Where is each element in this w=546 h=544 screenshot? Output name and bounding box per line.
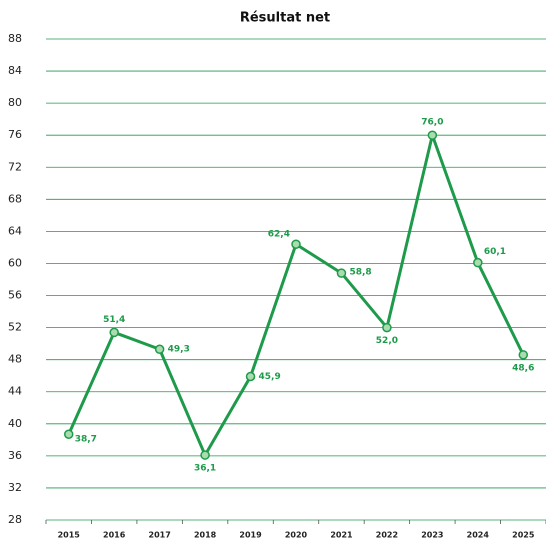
x-tick-label: 2018 <box>194 531 217 540</box>
line <box>67 133 525 457</box>
data-label: 38,7 <box>75 435 97 445</box>
x-tick-label: 2017 <box>149 531 171 540</box>
y-tick-label: 60 <box>8 256 22 269</box>
data-label: 36,1 <box>194 464 216 474</box>
data-label: 58,8 <box>349 268 371 278</box>
x-tick-label: 2016 <box>103 531 126 540</box>
marker <box>109 327 119 338</box>
data-label: 60,1 <box>484 247 506 257</box>
data-label: 49,3 <box>168 345 190 355</box>
marker <box>473 257 483 268</box>
y-tick-label: 80 <box>8 96 22 109</box>
x-tick-label: 2025 <box>512 531 535 540</box>
marker <box>382 322 392 333</box>
y-tick-label: 72 <box>8 160 22 173</box>
marker <box>245 371 256 382</box>
x-tick-label: 2015 <box>58 531 81 540</box>
y-tick-label: 28 <box>8 513 22 526</box>
x-tick-label: 2020 <box>285 531 308 540</box>
y-tick-label: 64 <box>8 224 22 237</box>
y-tick-label: 32 <box>8 481 22 494</box>
chart-title: Résultat net <box>240 11 330 26</box>
data-label: 45,9 <box>259 372 281 382</box>
marker <box>154 344 165 354</box>
y-tick-label: 44 <box>8 385 22 398</box>
marker <box>200 450 210 460</box>
data-label: 52,0 <box>376 336 398 346</box>
data-label: 48,6 <box>512 363 534 373</box>
marker <box>63 429 74 439</box>
y-tick-label: 52 <box>8 321 22 334</box>
y-tick-label: 68 <box>8 192 22 205</box>
marker <box>518 350 529 360</box>
y-tick-label: 76 <box>8 128 22 141</box>
data-label: 76,0 <box>421 118 443 128</box>
marker <box>427 130 438 140</box>
marker <box>291 239 301 249</box>
y-tick-label: 48 <box>8 353 22 366</box>
x-tick-label: 2021 <box>330 531 353 540</box>
data-label: 51,4 <box>103 315 125 325</box>
marker <box>336 268 347 278</box>
y-tick-label: 56 <box>8 289 22 302</box>
x-tick-label: 2019 <box>239 531 262 540</box>
y-tick-label: 40 <box>8 417 22 430</box>
x-tick-label: 2023 <box>421 531 443 540</box>
y-tick-label: 36 <box>8 449 22 462</box>
x-tick-label: 2022 <box>376 531 398 540</box>
y-tick-label: 84 <box>8 64 22 77</box>
y-tick-label: 88 <box>8 32 22 45</box>
data-label: 62,4 <box>268 230 290 240</box>
x-tick-label: 2024 <box>467 531 490 540</box>
